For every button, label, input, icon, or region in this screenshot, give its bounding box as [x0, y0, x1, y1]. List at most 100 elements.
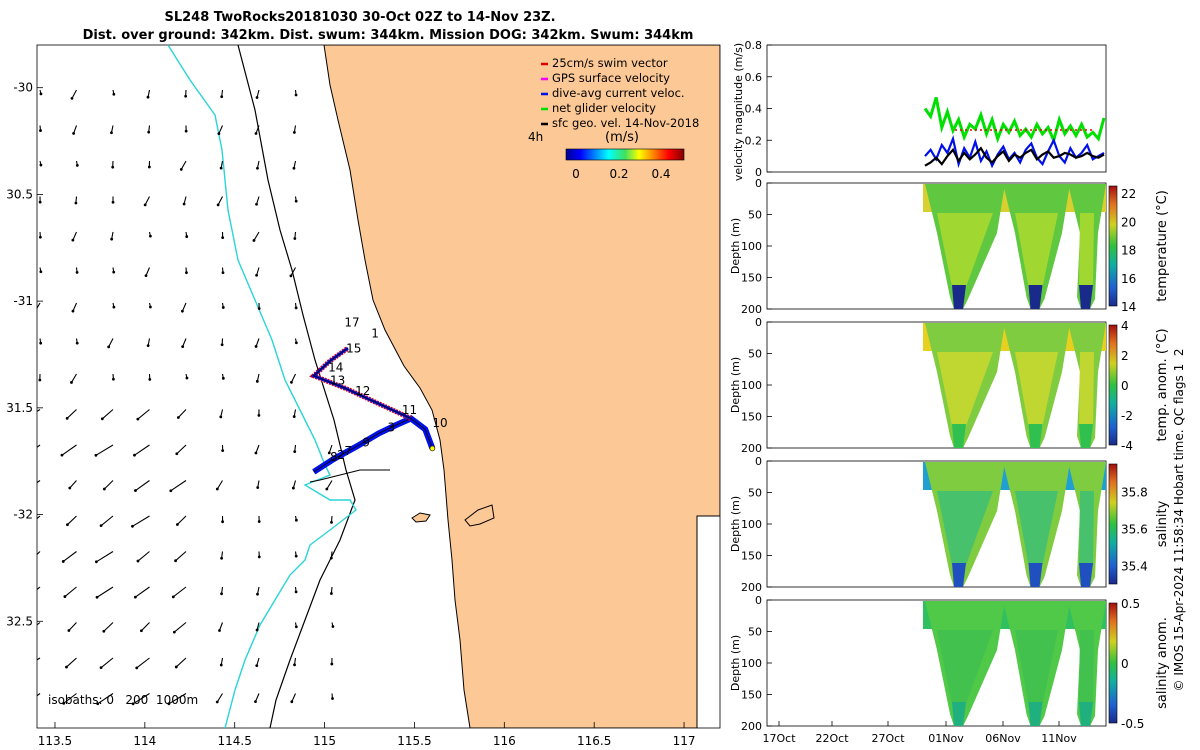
- current-vector-head: [295, 732, 298, 735]
- current-vector: [172, 586, 187, 598]
- current-vector-head: [67, 629, 71, 632]
- current-vector-head: [220, 592, 223, 596]
- current-vector: [216, 480, 223, 490]
- current-vector-head: [174, 559, 177, 563]
- colorbar-label: salinity anom.: [1155, 617, 1170, 709]
- current-vector-head: [290, 700, 294, 704]
- current-vector: [175, 551, 187, 562]
- current-vector-head: [330, 662, 334, 666]
- current-vector-head: [75, 341, 79, 345]
- section-mid-layer: [937, 352, 993, 426]
- map-y-tick-label: -31: [13, 294, 33, 308]
- track-day-label: 11: [402, 403, 417, 417]
- rottnest-island: [411, 512, 431, 523]
- current-vector-head: [176, 416, 180, 419]
- depth-tick-label: 150: [741, 411, 762, 424]
- section-mid-layer: [1079, 630, 1094, 704]
- current-vector-head: [66, 523, 69, 527]
- figure-title-line1: SL248 TwoRocks20181030 30-Oct 02Z to 14-…: [164, 10, 556, 25]
- current-vector-head: [111, 165, 115, 169]
- current-vector-head: [252, 239, 256, 242]
- depth-tick-label: 50: [748, 626, 762, 639]
- colorbar-tick-label: -4: [1121, 439, 1133, 453]
- current-vector: [132, 515, 150, 527]
- current-vector-head: [39, 129, 42, 132]
- depth-tick-label: 200: [741, 720, 762, 733]
- current-vector-head: [219, 166, 223, 170]
- speed-colorbar: [565, 148, 685, 161]
- current-vector-head: [169, 489, 173, 493]
- glider-track: [309, 346, 436, 475]
- current-vector: [62, 551, 77, 562]
- section-mid-layer: [1079, 352, 1094, 426]
- track-day-label: 12: [355, 384, 370, 398]
- current-vector: [254, 693, 260, 702]
- current-vector: [73, 125, 78, 134]
- current-vector-head: [22, 667, 25, 670]
- current-vector-head: [258, 732, 261, 735]
- map-x-tick-label: 117: [673, 734, 696, 748]
- time-tick-label: 06Nov: [985, 732, 1021, 745]
- current-vector: [144, 196, 150, 206]
- current-vector: [69, 480, 77, 489]
- depth-tick-label: 50: [748, 487, 762, 500]
- current-vector-head: [39, 92, 43, 96]
- temperature-anomaly-section: 0 50 100 150 200 Depth (m) 4 2 0 -2 -4 temp. anom. …: [729, 316, 1170, 455]
- colorbar-tick-label: 0: [1121, 657, 1129, 671]
- time-tick-label: 17Oct: [762, 732, 796, 745]
- current-vector-head: [184, 94, 188, 98]
- track-day-label: 14: [328, 361, 343, 375]
- colorbar-tick-label: 35.8: [1121, 486, 1148, 500]
- current-vector-head: [144, 274, 148, 278]
- section-mid-layer: [1015, 213, 1058, 287]
- depth-axis-label: Depth (m): [729, 357, 742, 413]
- colorbar-label: temperature (°C): [1155, 190, 1170, 302]
- current-vector: [63, 693, 77, 704]
- current-vector-head: [136, 559, 140, 563]
- current-vector-head: [174, 665, 178, 669]
- velocity-magnitude-panel: 0 0.2 0.4 0.6 0.8 velocity magnitude (m/s): [732, 39, 1107, 181]
- current-vector-head: [289, 274, 293, 278]
- current-vector-head: [255, 273, 259, 277]
- current-vector: [95, 444, 114, 456]
- section-colorbar: [1108, 185, 1118, 307]
- current-vector-head: [257, 520, 261, 523]
- colorbar-tick-label: 20: [1121, 215, 1136, 229]
- current-vector: [67, 515, 77, 526]
- colorbar-tick-label: 2: [1121, 349, 1129, 363]
- current-vector-head: [111, 200, 115, 204]
- isobath-1000m: [237, 45, 356, 728]
- current-vector-head: [39, 270, 43, 274]
- current-vector: [96, 551, 114, 563]
- current-vector-head: [216, 203, 220, 207]
- current-vector: [255, 338, 260, 347]
- time-tick-label: 22Oct: [815, 732, 849, 745]
- current-vector: [174, 729, 186, 739]
- imos-copyright: © IMOS 15-Apr-2024 11:58:34 Hobart time.…: [1172, 349, 1186, 692]
- current-vector-head: [112, 305, 116, 309]
- depth-tick-label: 150: [741, 272, 762, 285]
- section-deep-layer: [1079, 702, 1093, 726]
- map-x-tick-label: 115: [313, 734, 336, 748]
- current-vector-head: [149, 305, 152, 309]
- current-vector-head: [291, 486, 295, 490]
- current-vector-head: [255, 379, 259, 383]
- current-vector: [64, 586, 77, 597]
- current-vector-head: [256, 592, 259, 596]
- current-vector-head: [62, 701, 66, 705]
- current-vector-head: [220, 556, 223, 560]
- section-mid-layer: [937, 630, 993, 704]
- garden-island: [464, 504, 495, 527]
- current-vector: [145, 267, 151, 276]
- current-vector: [71, 373, 77, 383]
- section-deep-layer: [1028, 702, 1043, 726]
- land-mass: [323, 45, 720, 728]
- current-vector-head: [294, 554, 298, 558]
- current-vector-head: [38, 235, 42, 239]
- colorbar-tick-label: -0.5: [1121, 717, 1144, 731]
- legend-label: dive-avg current veloc.: [552, 86, 685, 100]
- current-vector: [255, 444, 260, 454]
- current-vector-head: [175, 452, 179, 456]
- current-vector-head: [139, 629, 143, 633]
